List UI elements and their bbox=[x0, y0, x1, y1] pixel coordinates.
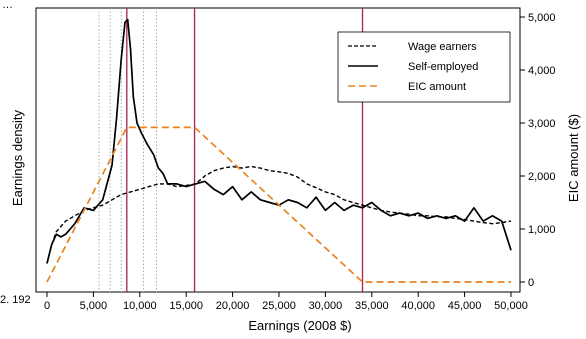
fragment-top-left: … bbox=[2, 0, 13, 11]
legend-box bbox=[337, 31, 511, 103]
x-tick-label-1: 5,000 bbox=[80, 300, 108, 312]
x-tick-label-10: 50,000 bbox=[494, 300, 528, 312]
x-tick-label-9: 45,000 bbox=[448, 300, 482, 312]
x-tick-label-0: 0 bbox=[44, 300, 50, 312]
right-tick-label-4: 4,000 bbox=[528, 65, 556, 77]
series-line-self-employed bbox=[46, 18, 512, 264]
x-tick-label-7: 35,000 bbox=[355, 300, 389, 312]
right-tick-label-1: 1,000 bbox=[528, 224, 556, 236]
series-lines bbox=[46, 18, 512, 283]
reference-lines bbox=[98, 8, 364, 292]
x-tick-label-5: 25,000 bbox=[262, 300, 296, 312]
fragment-bottom-left: 2. 192 bbox=[0, 294, 31, 306]
series-line-wage-earners bbox=[46, 165, 512, 264]
plot-area-frame bbox=[35, 7, 521, 293]
x-tick-label-6: 30,000 bbox=[309, 300, 343, 312]
right-tick-label-0: 0 bbox=[528, 277, 534, 289]
x-tick-label-3: 15,000 bbox=[169, 300, 203, 312]
chart-frame bbox=[35, 7, 521, 293]
axis-ticks: 0 5,000 10,000 15,000 20,000 25,000 30,000 35,0… bbox=[44, 12, 556, 312]
x-axis-title: Earnings (2008 $) bbox=[248, 318, 351, 333]
right-tick-label-2: 2,000 bbox=[528, 171, 556, 183]
right-tick-label-3: 3,000 bbox=[528, 118, 556, 130]
legend: Wage earners Self-employed EIC amount bbox=[337, 31, 511, 103]
legend-label-wage-earners: Wage earners bbox=[408, 41, 477, 53]
legend-label-self-employed: Self-employed bbox=[408, 61, 478, 73]
right-axis-title: EIC amount ($) bbox=[566, 114, 581, 202]
x-tick-label-8: 40,000 bbox=[401, 300, 435, 312]
series-line-eic-amount bbox=[46, 126, 511, 283]
legend-label-eic-amount: EIC amount bbox=[408, 81, 466, 93]
right-tick-label-5: 5,000 bbox=[528, 12, 556, 24]
x-tick-label-2: 10,000 bbox=[123, 300, 157, 312]
left-axis-title: Earnings density bbox=[10, 109, 25, 206]
x-tick-label-4: 20,000 bbox=[216, 300, 250, 312]
